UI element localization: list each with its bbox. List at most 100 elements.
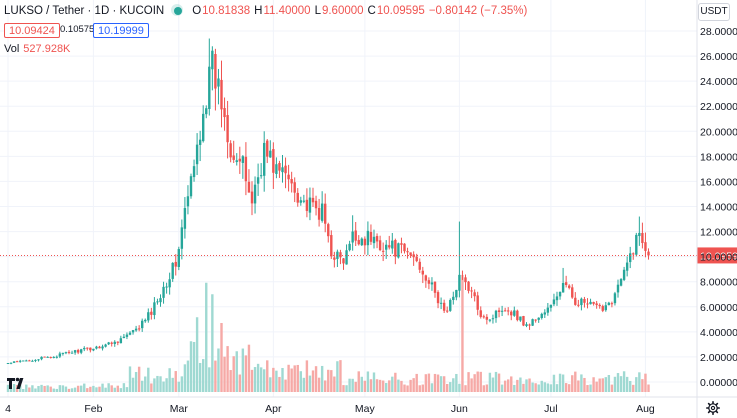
volume-bar	[385, 383, 388, 392]
volume-bar	[122, 383, 126, 392]
candle-body	[421, 270, 424, 275]
volume-bar	[546, 383, 550, 392]
candle-body	[467, 281, 470, 291]
legend-header: LUKSO / Tether · 1D · KUCOIN O 10.81838 H…	[4, 4, 531, 18]
close-value: 10.09595	[376, 5, 425, 17]
volume-bar	[604, 377, 607, 392]
candle-body	[147, 312, 150, 321]
price-tick-label: 22.00000	[700, 101, 737, 113]
candle-body	[214, 54, 217, 89]
candle-body	[647, 251, 650, 256]
volume-bar	[357, 371, 360, 392]
volume-bar	[159, 376, 162, 392]
volume-bar	[519, 377, 522, 392]
candle-body	[427, 280, 431, 284]
candle-body	[433, 281, 437, 293]
time-tick-label: Mar	[170, 403, 189, 415]
time-tick-label: Feb	[84, 403, 102, 415]
volume-bar	[638, 372, 641, 392]
volume-bar	[430, 383, 434, 392]
volume-bar	[500, 384, 504, 392]
candle-body	[625, 262, 629, 271]
volume-bar	[186, 360, 190, 392]
candle-body	[232, 155, 235, 160]
volume-legend: Vol 527.928K	[4, 43, 70, 55]
volume-bar	[455, 373, 458, 392]
candle-body	[635, 234, 638, 255]
volume-bar	[189, 341, 193, 392]
volume-bar	[195, 317, 199, 392]
candle-body	[458, 274, 461, 291]
settings-gear-icon[interactable]	[706, 401, 720, 415]
high-value: 11.40000	[263, 5, 311, 17]
candle-body	[250, 191, 254, 204]
volume-bar	[89, 386, 92, 392]
market-open-dot-icon	[171, 4, 184, 16]
candle-body	[208, 66, 211, 110]
tradingview-logo-icon[interactable]	[7, 376, 27, 390]
price-tick-label: 24.00000	[700, 76, 737, 88]
candle-body	[607, 302, 611, 306]
candle-body	[644, 242, 647, 251]
candle-body	[598, 304, 601, 307]
volume-bar	[107, 383, 110, 392]
volume-bar	[616, 373, 620, 392]
candle-body	[104, 344, 107, 347]
candle-body	[622, 269, 626, 280]
candle-body	[92, 348, 95, 351]
candle-body	[531, 319, 534, 326]
volume-bar	[70, 388, 74, 392]
candle-body	[253, 184, 257, 204]
volume-bar	[198, 362, 202, 392]
low-label: L	[314, 5, 321, 17]
candle-body	[546, 307, 550, 313]
volume-bar	[119, 388, 123, 392]
candle-body	[363, 238, 367, 246]
volume-bar	[6, 384, 10, 392]
candle-body	[49, 357, 52, 359]
volume-value: 527.928K	[23, 43, 71, 55]
candle-body	[583, 299, 586, 303]
volume-bar	[80, 385, 83, 392]
volume-bar	[281, 367, 284, 392]
candle-body	[141, 320, 144, 329]
price-tick-label: 10.00000	[700, 252, 737, 264]
volume-bar	[418, 385, 421, 392]
volume-bar	[266, 360, 269, 392]
volume-bar	[397, 379, 400, 392]
candle-body	[354, 230, 357, 241]
volume-bar	[555, 384, 559, 392]
candle-body	[37, 359, 40, 361]
volume-bar	[101, 383, 104, 392]
volume-bar	[635, 377, 638, 392]
price-tick-label: 8.00000	[700, 277, 737, 289]
candle-body	[137, 328, 141, 330]
candle-body	[52, 356, 55, 358]
candle-body	[31, 360, 34, 362]
candle-body	[452, 296, 455, 300]
buy-button[interactable]: 10.19999	[93, 23, 149, 38]
volume-bar	[442, 376, 446, 392]
symbol-title[interactable]: LUKSO / Tether · 1D · KUCOIN	[4, 5, 165, 17]
candle-body	[34, 359, 37, 361]
candle-body	[510, 311, 513, 316]
volume-bar	[644, 373, 647, 392]
candle-body	[76, 350, 80, 353]
volume-bar	[421, 384, 424, 392]
candle-body	[202, 113, 205, 142]
volume-bar	[46, 385, 49, 392]
volume-bar	[183, 364, 187, 392]
volume-bar	[433, 373, 437, 392]
candle-body	[86, 347, 89, 349]
volume-bar	[141, 380, 144, 392]
volume-bar	[275, 370, 278, 392]
sell-button[interactable]: 10.09424	[4, 23, 60, 38]
volume-bar	[211, 294, 214, 392]
currency-button[interactable]: USDT	[698, 3, 730, 21]
volume-bar	[324, 380, 327, 392]
volume-bar	[205, 282, 208, 392]
candle-body	[513, 310, 516, 316]
volume-bar	[177, 381, 180, 392]
candle-body	[211, 50, 214, 70]
